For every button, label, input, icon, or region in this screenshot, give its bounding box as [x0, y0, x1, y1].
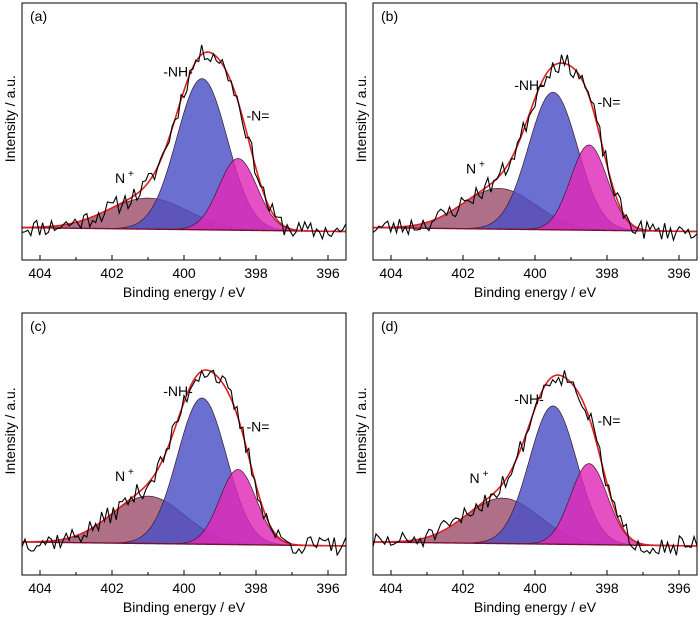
peak-label-nh: -NH-: [163, 383, 193, 399]
experimental-data-line: [22, 369, 346, 557]
peak-label-n-double: -N=: [598, 413, 621, 429]
experimental-data-line: [373, 370, 697, 556]
x-tick-label: 404: [28, 580, 52, 596]
y-axis-title: Intensity / a.u.: [353, 75, 369, 162]
fit-envelope-line: [22, 51, 346, 233]
background-line: [22, 541, 346, 547]
peak-label-n-plus: N: [470, 470, 480, 486]
x-tick-label: 398: [595, 265, 619, 281]
x-tick-label: 402: [451, 265, 475, 281]
chart-panel: 404 402 400 398 396 Binding energy / eV Intens…: [353, 312, 698, 615]
x-tick-label: 404: [379, 580, 403, 596]
x-tick-label: 402: [100, 265, 124, 281]
x-axis-title: Binding energy / eV: [123, 599, 246, 615]
peak-label-n-double: -N=: [598, 94, 621, 110]
peak-label-nh: -NH-: [514, 391, 544, 407]
x-tick-label: 396: [316, 265, 340, 281]
background-line: [373, 541, 697, 547]
x-axis-title: Binding energy / eV: [474, 284, 597, 300]
x-tick-label: 396: [316, 580, 340, 596]
panel-label: (c): [30, 318, 46, 334]
x-tick-label: 404: [28, 265, 52, 281]
peak-label-n-plus: N: [115, 468, 125, 484]
peak-label-nh: -NH-: [514, 77, 544, 93]
y-axis-title: Intensity / a.u.: [353, 387, 369, 474]
x-axis-title: Binding energy / eV: [474, 599, 597, 615]
x-tick-label: 400: [172, 580, 196, 596]
peak-label-n-plus: N: [466, 160, 476, 176]
x-tick-label: 400: [172, 265, 196, 281]
peak-component-2: [373, 91, 697, 232]
experimental-data-line: [373, 54, 697, 243]
x-tick-label: 404: [379, 265, 403, 281]
x-axis-title: Binding energy / eV: [123, 284, 246, 300]
fit-envelope-line: [22, 369, 346, 547]
x-tick-label: 398: [244, 580, 268, 596]
peak-label-n-plus-superscript: +: [479, 159, 485, 170]
peak-label-n-plus-superscript: +: [483, 469, 489, 480]
panel-label: (b): [381, 8, 398, 24]
y-axis-title: Intensity / a.u.: [2, 387, 18, 474]
x-tick-label: 400: [523, 580, 547, 596]
plot-area: [373, 370, 697, 556]
chart-panel: 404 402 400 398 396 Binding energy / eV Intens…: [2, 2, 347, 300]
peak-label-n-plus-superscript: +: [128, 169, 134, 180]
panel-label: (d): [381, 318, 398, 334]
peak-component-2: [22, 397, 346, 547]
x-tick-label: 400: [523, 265, 547, 281]
chart-panel: 404 402 400 398 396 Binding energy / eV Intens…: [353, 2, 698, 300]
peak-label-n-plus-superscript: +: [128, 467, 134, 478]
plot-area: [22, 369, 346, 557]
peak-component-2: [22, 78, 346, 232]
panel-label: (a): [30, 8, 47, 24]
plot-area: [22, 44, 346, 241]
x-tick-label: 402: [451, 580, 475, 596]
peak-label-nh: -NH-: [163, 64, 193, 80]
x-tick-label: 398: [244, 265, 268, 281]
experimental-data-line: [22, 44, 346, 241]
peak-component-2: [373, 405, 697, 547]
y-axis-title: Intensity / a.u.: [2, 75, 18, 162]
background-line: [22, 226, 346, 233]
peak-label-n-double: -N=: [247, 419, 270, 435]
peak-label-n-double: -N=: [247, 108, 270, 124]
x-tick-label: 398: [595, 580, 619, 596]
x-tick-label: 396: [667, 265, 691, 281]
peak-label-n-plus: N: [115, 170, 125, 186]
x-tick-label: 402: [100, 580, 124, 596]
plot-area: [373, 54, 697, 243]
chart-panel: 404 402 400 398 396 Binding energy / eV Intens…: [2, 312, 347, 615]
x-tick-label: 396: [667, 580, 691, 596]
